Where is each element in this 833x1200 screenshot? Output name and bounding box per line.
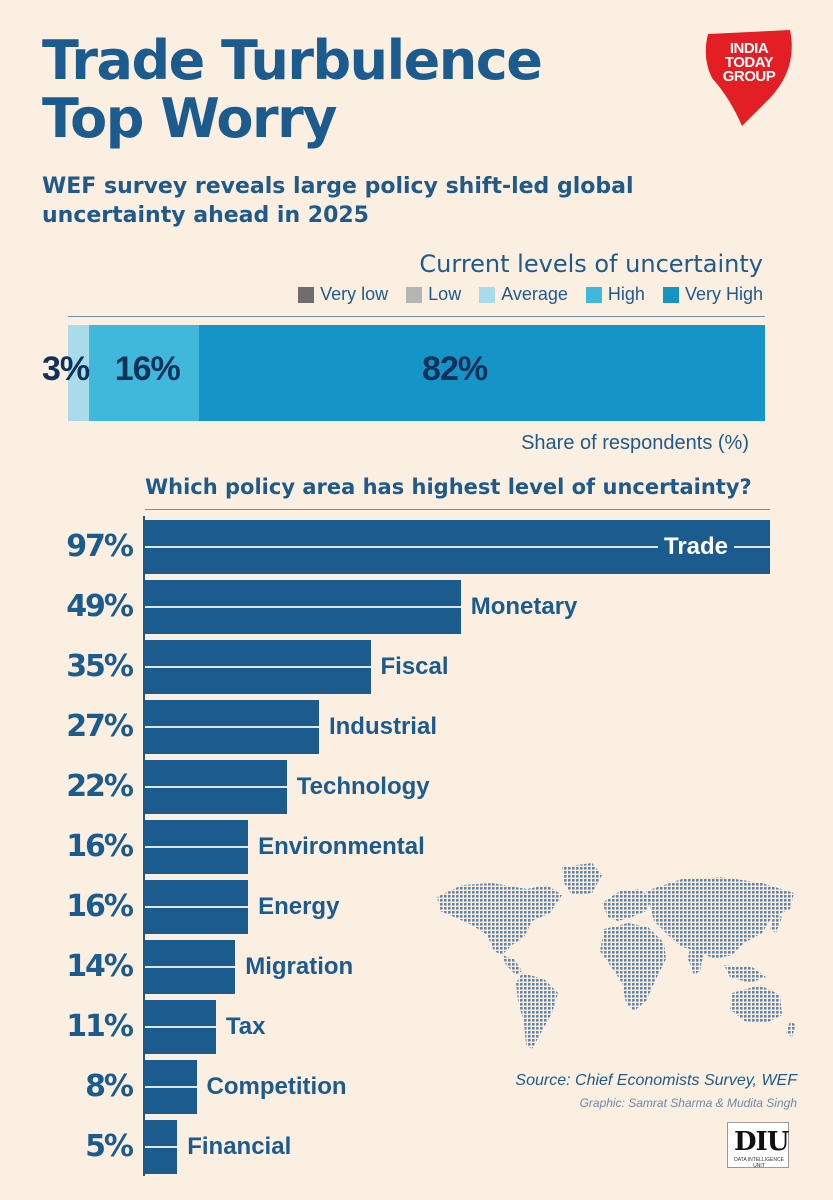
logo-shape: [705, 30, 792, 126]
value-label-trade: 97%: [66, 529, 134, 564]
segment-label-very-high: 82%: [422, 350, 488, 388]
uncertainty-axis-label: Share of respondents (%): [521, 432, 749, 454]
logo-line-3: GROUP: [722, 68, 776, 85]
page-title: Trade Turbulence Top Worry: [42, 29, 543, 150]
value-label-tax: 11%: [66, 1009, 134, 1044]
bar-tax: [145, 1000, 216, 1054]
legend-item-average: Average: [479, 284, 568, 305]
bar-label-trade: Trade: [658, 533, 735, 561]
segment-very-high: [199, 325, 765, 421]
value-label-environmental: 16%: [66, 829, 134, 864]
legend-swatch-very-high: [662, 286, 679, 303]
legend-item-very-high: Very High: [662, 284, 763, 305]
segment-average: [68, 325, 89, 421]
india-today-group-logo: INDIA TODAY GROUP: [700, 28, 798, 128]
bar-monetary: [145, 580, 461, 634]
segment-high: [88, 325, 200, 421]
bar-label-monetary: Monetary: [470, 593, 578, 620]
graphic-credit: Graphic: Samrat Sharma & Mudita Singh: [579, 1096, 797, 1110]
logo-line-1: INDIA: [729, 40, 769, 57]
bar-environmental: [145, 820, 249, 874]
bar-migration: [145, 940, 236, 994]
logo-line-2: TODAY: [724, 54, 774, 71]
bar-label-competition: Competition: [206, 1073, 347, 1100]
bar-label-industrial: Industrial: [328, 713, 437, 740]
bar-fiscal: [145, 640, 371, 694]
segment-label-high: 16%: [114, 350, 181, 388]
bar-label-tax: Tax: [225, 1013, 266, 1040]
legend-label-very-low: Very low: [320, 284, 389, 304]
value-label-migration: 14%: [66, 949, 134, 984]
bar-label-financial: Financial: [187, 1133, 292, 1160]
bar-industrial: [145, 700, 319, 754]
title-line-1: Trade Turbulence: [42, 29, 543, 92]
bar-label-fiscal: Fiscal: [380, 653, 449, 680]
bar-label-migration: Migration: [245, 953, 354, 980]
legend-item-high: High: [585, 284, 645, 305]
title-line-2: Top Worry: [42, 87, 337, 150]
subtitle: WEF survey reveals large policy shift-le…: [42, 174, 634, 228]
diu-logo: DIU DATA INTELLIGENCE UNIT: [727, 1122, 789, 1169]
legend-label-high: High: [607, 284, 645, 304]
legend-swatch-low: [406, 286, 423, 303]
diu-logo-subtext: DATA INTELLIGENCE UNIT: [734, 1157, 784, 1169]
legend-swatch-average: [479, 286, 496, 303]
bar-financial: [145, 1120, 178, 1174]
value-label-technology: 22%: [66, 769, 134, 804]
legend-item-low: Low: [406, 284, 461, 305]
uncertainty-chart-title: Current levels of uncertainty: [419, 250, 763, 278]
bar-label-technology: Technology: [296, 773, 430, 800]
legend-item-very-low: Very low: [298, 284, 388, 305]
uncertainty-legend: Very low Low Average High Very High: [298, 284, 763, 305]
legend-swatch-high: [585, 286, 602, 303]
value-label-financial: 5%: [85, 1129, 134, 1164]
legend-label-low: Low: [428, 284, 462, 304]
value-label-competition: 8%: [85, 1069, 134, 1104]
value-label-energy: 16%: [66, 889, 134, 924]
world-map-icon: [437, 863, 796, 1049]
bar-label-energy: Energy: [258, 893, 340, 920]
value-label-monetary: 49%: [66, 589, 134, 624]
logo-text: INDIA TODAY GROUP: [710, 40, 788, 85]
uncertainty-stacked-bar: [68, 325, 765, 421]
bar-competition: [145, 1060, 197, 1114]
diu-logo-text: DIU: [734, 1127, 789, 1157]
bar-label-environmental: Environmental: [258, 833, 425, 860]
value-label-fiscal: 35%: [66, 649, 134, 684]
uncertainty-divider: [68, 316, 765, 317]
source-note: Source: Chief Economists Survey, WEF: [515, 1072, 797, 1089]
policy-chart-title: Which policy area has highest level of u…: [145, 475, 752, 499]
segment-label-average: 3%: [42, 350, 90, 388]
legend-label-very-high: Very High: [684, 284, 763, 304]
policy-axis: [143, 516, 145, 1176]
legend-swatch-very-low: [298, 286, 315, 303]
value-label-industrial: 27%: [66, 709, 134, 744]
legend-label-average: Average: [501, 284, 568, 304]
policy-divider: [145, 509, 770, 510]
bar-technology: [145, 760, 287, 814]
bar-energy: [145, 880, 249, 934]
